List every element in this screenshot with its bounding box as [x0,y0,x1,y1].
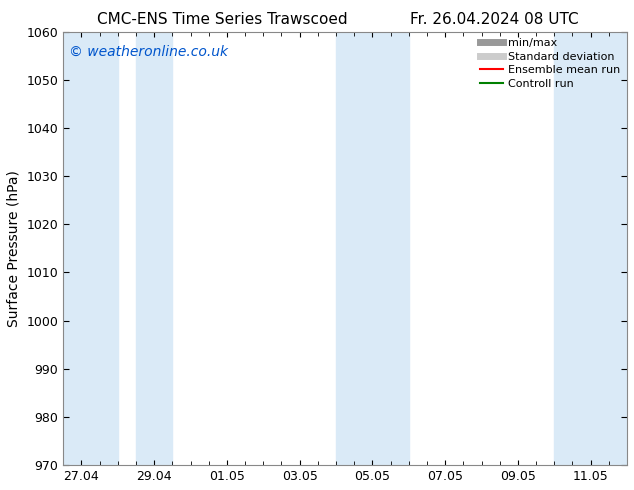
Text: CMC-ENS Time Series Trawscoed: CMC-ENS Time Series Trawscoed [96,12,347,27]
Bar [554,31,627,465]
Bar [63,31,118,465]
Bar [336,31,409,465]
Y-axis label: Surface Pressure (hPa): Surface Pressure (hPa) [7,170,21,327]
Text: Fr. 26.04.2024 08 UTC: Fr. 26.04.2024 08 UTC [410,12,579,27]
Bar [136,31,172,465]
Legend: min/max, Standard deviation, Ensemble mean run, Controll run: min/max, Standard deviation, Ensemble me… [476,34,625,93]
Text: © weatheronline.co.uk: © weatheronline.co.uk [69,45,228,58]
